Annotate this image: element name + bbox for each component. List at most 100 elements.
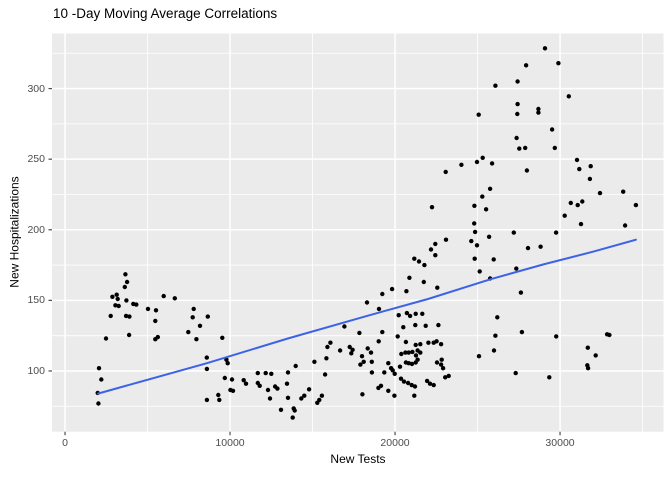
data-point — [420, 311, 425, 316]
data-point — [493, 333, 498, 338]
data-point — [378, 383, 384, 388]
data-point — [440, 366, 446, 371]
data-point — [428, 247, 434, 252]
data-point — [113, 303, 118, 308]
data-point — [413, 311, 418, 316]
data-point — [263, 370, 268, 376]
data-point — [436, 322, 441, 328]
data-point — [299, 396, 304, 401]
data-point — [413, 353, 419, 358]
data-point — [469, 238, 474, 244]
data-point — [96, 401, 101, 406]
data-point — [267, 396, 273, 401]
data-point — [525, 245, 531, 251]
data-point — [588, 164, 593, 169]
data-point — [382, 370, 387, 375]
data-point — [347, 344, 352, 350]
data-point — [523, 63, 529, 68]
data-point — [403, 339, 409, 345]
data-point — [524, 168, 530, 173]
data-point — [483, 207, 489, 212]
data-point — [398, 376, 404, 381]
data-point — [514, 135, 519, 141]
data-point — [491, 257, 496, 262]
data-point — [172, 296, 177, 301]
data-point — [229, 377, 235, 382]
data-point — [306, 387, 312, 392]
data-point — [418, 342, 423, 347]
data-point — [443, 237, 449, 242]
data-point — [99, 377, 104, 382]
data-point — [575, 202, 580, 208]
data-point — [376, 306, 382, 312]
data-point — [406, 350, 411, 355]
data-point — [438, 342, 444, 347]
data-point — [633, 202, 639, 208]
data-point — [433, 253, 438, 258]
data-point — [422, 262, 427, 268]
data-point — [412, 384, 418, 389]
data-point — [284, 381, 290, 386]
data-point — [392, 393, 397, 398]
data-point — [153, 308, 159, 313]
data-point — [495, 315, 500, 320]
data-point — [518, 290, 524, 295]
data-point — [515, 79, 520, 84]
data-point — [413, 342, 418, 348]
data-point — [230, 388, 236, 393]
data-point — [204, 355, 209, 360]
data-point — [110, 294, 115, 299]
data-point — [487, 186, 493, 191]
data-point — [399, 351, 404, 357]
data-point — [477, 269, 482, 274]
data-point — [433, 241, 438, 247]
data-point — [406, 361, 411, 366]
data-point — [434, 339, 439, 344]
data-point — [476, 112, 481, 117]
x-axis-title: New Tests — [330, 452, 386, 466]
data-point — [566, 94, 571, 99]
data-point — [216, 392, 221, 398]
data-point — [255, 370, 260, 376]
data-point — [359, 354, 365, 359]
data-point — [390, 368, 395, 373]
data-point — [580, 199, 585, 204]
data-point — [577, 166, 582, 172]
data-point — [204, 366, 210, 372]
data-point — [552, 145, 557, 151]
data-point — [186, 329, 191, 335]
data-point — [108, 313, 113, 319]
data-point — [115, 296, 120, 302]
data-point — [607, 332, 612, 338]
data-point — [593, 353, 598, 358]
data-point — [621, 189, 626, 194]
data-point — [134, 302, 139, 307]
data-point — [317, 397, 322, 403]
data-point — [114, 292, 119, 297]
data-point — [204, 397, 210, 403]
data-point — [424, 378, 430, 384]
data-point — [365, 346, 370, 351]
data-point — [124, 298, 129, 303]
chart-title: 10 -Day Moving Average Correlations — [53, 6, 278, 21]
data-point — [124, 279, 130, 285]
data-point — [459, 162, 464, 167]
data-point — [126, 332, 132, 338]
data-point — [585, 345, 590, 350]
data-point — [410, 349, 415, 355]
data-point — [511, 230, 516, 235]
data-point — [435, 285, 440, 290]
y-tick-label: 300 — [27, 82, 45, 95]
data-point — [153, 318, 158, 324]
data-point — [585, 366, 591, 371]
data-point — [389, 286, 395, 292]
data-point — [364, 300, 370, 305]
data-point — [416, 259, 422, 264]
data-point — [472, 256, 477, 261]
data-point — [380, 291, 385, 297]
data-point — [293, 363, 298, 369]
data-point — [380, 329, 385, 335]
data-point — [243, 381, 249, 386]
data-point — [491, 348, 497, 353]
data-point — [597, 190, 603, 196]
